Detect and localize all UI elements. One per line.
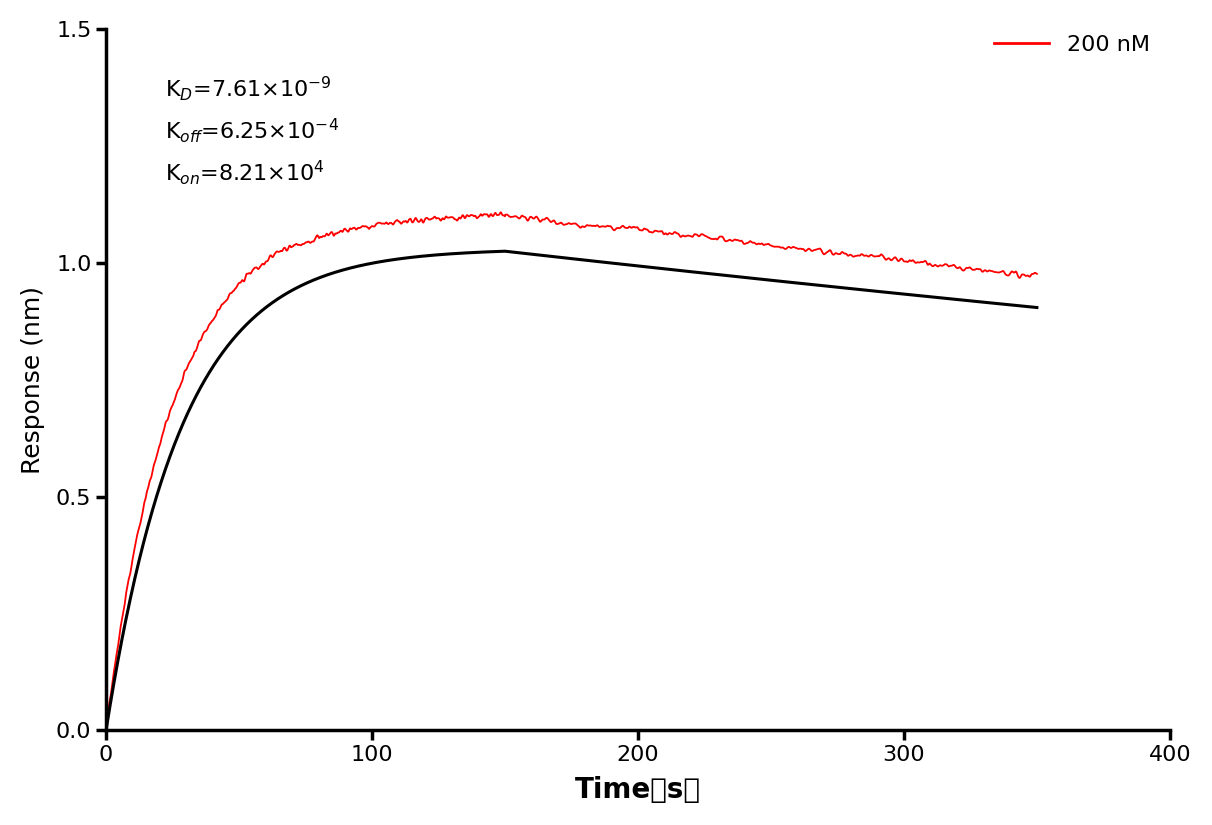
200 nM xyxy=(948,262,962,271)
X-axis label: Time（s）: Time（s） xyxy=(574,776,701,804)
Y-axis label: Response (nm): Response (nm) xyxy=(21,285,45,474)
Text: K$_{on}$=8.21×10$^{4}$: K$_{on}$=8.21×10$^{4}$ xyxy=(165,158,325,187)
200 nM xyxy=(794,243,808,253)
200 nM xyxy=(400,218,415,228)
200 nM xyxy=(159,417,173,427)
Legend: 200 nM: 200 nM xyxy=(984,26,1159,64)
200 nM xyxy=(990,267,1005,277)
200 nM xyxy=(453,214,468,224)
Text: K$_D$=7.61×10$^{-9}$: K$_D$=7.61×10$^{-9}$ xyxy=(165,74,331,103)
200 nM xyxy=(1030,269,1045,279)
Line: 200 nM: 200 nM xyxy=(105,212,1037,728)
Text: K$_{off}$=6.25×10$^{-4}$: K$_{off}$=6.25×10$^{-4}$ xyxy=(165,116,338,145)
200 nM xyxy=(493,207,508,217)
200 nM xyxy=(98,723,113,733)
